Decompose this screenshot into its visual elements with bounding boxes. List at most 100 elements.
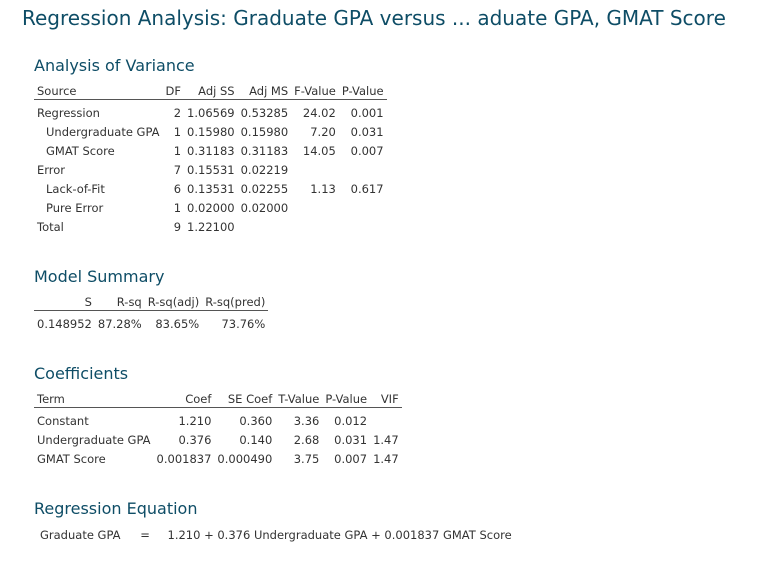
col-source: Source bbox=[34, 84, 163, 100]
col-se-coef: SE Coef bbox=[214, 392, 276, 408]
col-p-value: P-Value bbox=[322, 392, 371, 408]
df-cell: 1 bbox=[173, 143, 182, 158]
adj-ss-cell: 1.06569 bbox=[187, 105, 235, 120]
source-cell: Pure Error bbox=[46, 200, 104, 215]
df-cell: 1 bbox=[173, 200, 182, 215]
se-coef-cell: 0.360 bbox=[239, 413, 273, 428]
table-row: Regression 2 1.06569 0.53285 24.02 0.001 bbox=[34, 100, 387, 123]
df-cell: 2 bbox=[173, 105, 182, 120]
df-cell: 7 bbox=[173, 162, 182, 177]
table-row: Lack-of-Fit 6 0.13531 0.02255 1.13 0.617 bbox=[34, 179, 387, 198]
col-df: DF bbox=[162, 84, 185, 100]
col-f-value: F-Value bbox=[291, 84, 339, 100]
col-term: Term bbox=[34, 392, 154, 408]
model-summary-heading: Model Summary bbox=[34, 267, 165, 286]
col-adj-ss: Adj SS bbox=[184, 84, 238, 100]
table-row: GMAT Score 0.001837 0.000490 3.75 0.007 … bbox=[34, 449, 402, 468]
col-vif: VIF bbox=[370, 392, 402, 408]
table-row: Total 9 1.22100 bbox=[34, 217, 387, 236]
f-value-cell bbox=[291, 198, 339, 217]
adj-ss-cell: 0.13531 bbox=[187, 181, 235, 196]
df-cell: 1 bbox=[173, 124, 182, 139]
col-r-sq-adj: R-sq(adj) bbox=[144, 295, 203, 311]
f-value-cell bbox=[291, 160, 339, 179]
t-value-cell: 3.75 bbox=[293, 451, 320, 466]
t-value-cell: 3.36 bbox=[293, 413, 320, 428]
source-cell: Undergraduate GPA bbox=[46, 124, 160, 139]
anova-header-row: Source DF Adj SS Adj MS F-Value P-Value bbox=[34, 84, 387, 100]
p-value-cell: 0.012 bbox=[334, 413, 368, 428]
coefficients-table: Term Coef SE Coef T-Value P-Value VIF Co… bbox=[34, 392, 402, 468]
adj-ss-cell: 0.31183 bbox=[187, 143, 235, 158]
source-cell: Lack-of-Fit bbox=[46, 181, 105, 196]
adj-ss-cell: 0.15531 bbox=[187, 162, 235, 177]
source-cell: Total bbox=[37, 219, 64, 234]
anova-table: Source DF Adj SS Adj MS F-Value P-Value … bbox=[34, 84, 387, 236]
r-sq-pred-cell: 73.76% bbox=[221, 316, 266, 331]
p-value-cell: 0.001 bbox=[350, 105, 384, 120]
df-cell: 9 bbox=[173, 219, 182, 234]
coef-cell: 1.210 bbox=[178, 413, 212, 428]
source-cell: GMAT Score bbox=[46, 143, 115, 158]
term-cell: Undergraduate GPA bbox=[37, 432, 151, 447]
coef-cell: 0.001837 bbox=[156, 451, 212, 466]
t-value-cell: 2.68 bbox=[293, 432, 320, 447]
p-value-cell bbox=[339, 160, 387, 179]
coef-cell: 0.376 bbox=[178, 432, 212, 447]
adj-ss-cell: 1.22100 bbox=[187, 219, 235, 234]
equation-equals: = bbox=[140, 528, 150, 542]
table-row: Constant 1.210 0.360 3.36 0.012 bbox=[34, 408, 402, 431]
se-coef-cell: 0.140 bbox=[239, 432, 273, 447]
adj-ms-cell: 0.15980 bbox=[240, 124, 289, 139]
coefficients-header-row: Term Coef SE Coef T-Value P-Value VIF bbox=[34, 392, 402, 408]
p-value-cell: 0.007 bbox=[350, 143, 384, 158]
equation-lhs: Graduate GPA bbox=[40, 528, 121, 542]
source-cell: Regression bbox=[37, 105, 100, 120]
adj-ss-cell: 0.15980 bbox=[187, 124, 235, 139]
p-value-cell: 0.617 bbox=[350, 181, 384, 196]
table-row: Error 7 0.15531 0.02219 bbox=[34, 160, 387, 179]
adj-ms-cell: 0.53285 bbox=[240, 105, 289, 120]
adj-ms-cell: 0.02255 bbox=[240, 181, 289, 196]
df-cell: 6 bbox=[173, 181, 182, 196]
s-cell: 0.148952 bbox=[37, 316, 92, 331]
page-title: Regression Analysis: Graduate GPA versus… bbox=[22, 6, 726, 30]
r-sq-adj-cell: 83.65% bbox=[155, 316, 200, 331]
col-r-sq-pred: R-sq(pred) bbox=[202, 295, 269, 311]
coefficients-heading: Coefficients bbox=[34, 364, 129, 383]
f-value-cell: 1.13 bbox=[310, 181, 336, 196]
f-value-cell: 24.02 bbox=[302, 105, 336, 120]
adj-ms-cell: 0.02219 bbox=[240, 162, 289, 177]
source-cell: Error bbox=[37, 162, 66, 177]
table-row: GMAT Score 1 0.31183 0.31183 14.05 0.007 bbox=[34, 141, 387, 160]
p-value-cell: 0.031 bbox=[350, 124, 384, 139]
col-r-sq: R-sq bbox=[94, 295, 145, 311]
vif-cell: 1.47 bbox=[373, 451, 399, 466]
col-t-value: T-Value bbox=[275, 392, 323, 408]
table-row: Undergraduate GPA 0.376 0.140 2.68 0.031… bbox=[34, 430, 402, 449]
p-value-cell bbox=[339, 198, 387, 217]
model-summary-header-row: S R-sq R-sq(adj) R-sq(pred) bbox=[34, 295, 269, 311]
adj-ms-cell bbox=[238, 217, 292, 236]
anova-heading: Analysis of Variance bbox=[34, 56, 195, 75]
equation-rhs: 1.210 + 0.376 Undergraduate GPA + 0.0018… bbox=[167, 528, 512, 542]
term-cell: Constant bbox=[37, 413, 89, 428]
vif-cell bbox=[370, 408, 402, 431]
model-summary-table: S R-sq R-sq(adj) R-sq(pred) 0.148952 87.… bbox=[34, 295, 269, 334]
f-value-cell: 14.05 bbox=[302, 143, 336, 158]
r-sq-cell: 87.28% bbox=[97, 316, 142, 331]
table-row: 0.148952 87.28% 83.65% 73.76% bbox=[34, 311, 268, 334]
se-coef-cell: 0.000490 bbox=[217, 451, 273, 466]
col-s: S bbox=[34, 295, 95, 311]
term-cell: GMAT Score bbox=[37, 451, 106, 466]
p-value-cell bbox=[339, 217, 387, 236]
table-row: Pure Error 1 0.02000 0.02000 bbox=[34, 198, 387, 217]
adj-ms-cell: 0.02000 bbox=[240, 200, 289, 215]
f-value-cell bbox=[291, 217, 339, 236]
vif-cell: 1.47 bbox=[373, 432, 399, 447]
adj-ms-cell: 0.31183 bbox=[240, 143, 289, 158]
col-p-value: P-Value bbox=[338, 84, 387, 100]
f-value-cell: 7.20 bbox=[310, 124, 336, 139]
regression-equation-heading: Regression Equation bbox=[34, 499, 198, 518]
